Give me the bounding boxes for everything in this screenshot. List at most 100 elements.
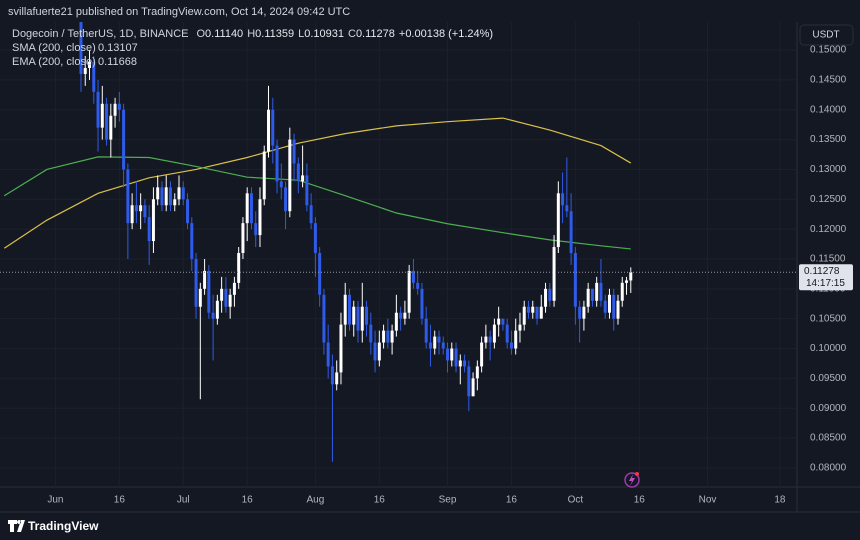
candle-body [441, 342, 445, 349]
candle-body [463, 360, 467, 367]
ohlc-value: 0.11278 [356, 28, 395, 40]
candle-body [484, 336, 488, 343]
y-tick-label: 0.09500 [810, 373, 847, 384]
candle-body [625, 280, 629, 283]
candle-body [186, 199, 190, 224]
candle-body [407, 270, 411, 313]
alert-dot [635, 472, 639, 476]
candle-body [313, 223, 317, 254]
candle-body [505, 324, 509, 343]
candle-body [556, 193, 560, 248]
candle-body [258, 199, 262, 236]
candle-body [480, 342, 484, 367]
x-tick-label: Aug [306, 495, 324, 506]
candle-body [164, 187, 168, 206]
candle-body [352, 306, 356, 325]
legend-value: 0.13107 [98, 42, 138, 54]
candle-body [267, 109, 271, 152]
candle-body [471, 378, 475, 397]
candle-body [109, 115, 113, 140]
candle-body [535, 306, 539, 319]
candle-body [139, 205, 143, 212]
candle-body [586, 288, 590, 307]
candle-body [335, 372, 339, 385]
x-tick-label: 16 [506, 495, 518, 506]
candle-body [237, 253, 241, 283]
symbol-name: Dogecoin / TetherUS, 1D, BINANCE [12, 28, 188, 40]
x-tick-label: Jul [177, 495, 190, 506]
countdown-label: 14:17:15 [806, 278, 845, 289]
x-tick-label: Nov [699, 495, 717, 506]
candle-body [143, 205, 147, 218]
candle-body [437, 336, 441, 343]
candle-body [616, 300, 620, 319]
moving-average-line [3, 117, 632, 249]
y-tick-label: 0.08500 [810, 433, 847, 444]
candle-body [578, 306, 582, 319]
candle-body [190, 223, 194, 259]
candle-body [424, 318, 428, 343]
candle-body [603, 300, 607, 313]
y-tick-label: 0.14000 [810, 104, 847, 115]
ohlc-key: O [196, 28, 205, 40]
candle-body [416, 282, 420, 289]
candle-body [330, 366, 334, 385]
candle-body [245, 193, 249, 224]
legend-row: Dogecoin / TetherUS, 1D, BINANCE O0.11140… [12, 28, 493, 40]
ohlc-key: C [348, 28, 356, 40]
candle-body [569, 211, 573, 254]
x-tick-label: 18 [774, 495, 786, 506]
y-tick-label: 0.15000 [810, 45, 847, 56]
candle-body [390, 330, 394, 343]
candle-body [373, 342, 377, 361]
x-tick-label: Oct [568, 495, 584, 506]
candle-body [509, 342, 513, 349]
candle-body [232, 282, 236, 295]
x-tick-label: 16 [114, 495, 126, 506]
candle-body [301, 175, 305, 182]
candle-body [126, 169, 130, 224]
candle-body [271, 109, 275, 146]
candle-body [518, 324, 522, 331]
candle-body [620, 282, 624, 301]
candle-body [514, 330, 518, 349]
candle-body [522, 306, 526, 325]
candle-body [275, 145, 279, 182]
candle-body [254, 223, 258, 236]
candle-body [399, 312, 403, 319]
candle-body [224, 288, 228, 307]
candle-body [160, 187, 164, 206]
currency-label[interactable]: USDT [812, 30, 839, 41]
grid [0, 22, 797, 487]
candle-body [96, 91, 100, 128]
candle-body [386, 330, 390, 343]
candle-body [552, 247, 556, 301]
candle-body [117, 103, 121, 110]
ohlc-value: 0.11140 [205, 28, 243, 40]
candle-body [215, 300, 219, 319]
candle-body [305, 175, 309, 206]
plot-area [0, 22, 797, 462]
ohlc-key: L [298, 28, 304, 40]
currency-button[interactable] [799, 24, 854, 46]
candle-body [365, 306, 369, 325]
candle-body [377, 342, 381, 361]
candle-body [151, 199, 155, 242]
candle-body [497, 318, 501, 325]
x-tick-label: 16 [634, 495, 646, 506]
publisher-line: svillafuerte21 published on TradingView.… [8, 6, 350, 18]
candle-body [607, 294, 611, 313]
brand-logo [8, 520, 25, 532]
candle-body [488, 336, 492, 343]
brand: TradingView [8, 519, 99, 533]
last-price-box [799, 264, 853, 291]
candle-body [492, 324, 496, 343]
x-tick-label: Sep [439, 495, 457, 506]
candle-body [79, 22, 83, 74]
candle-body [100, 103, 104, 128]
candle-body [88, 61, 92, 68]
candle-body [241, 223, 245, 254]
candle-body [544, 288, 548, 307]
candle-body [475, 366, 479, 379]
candle-body [322, 294, 326, 343]
